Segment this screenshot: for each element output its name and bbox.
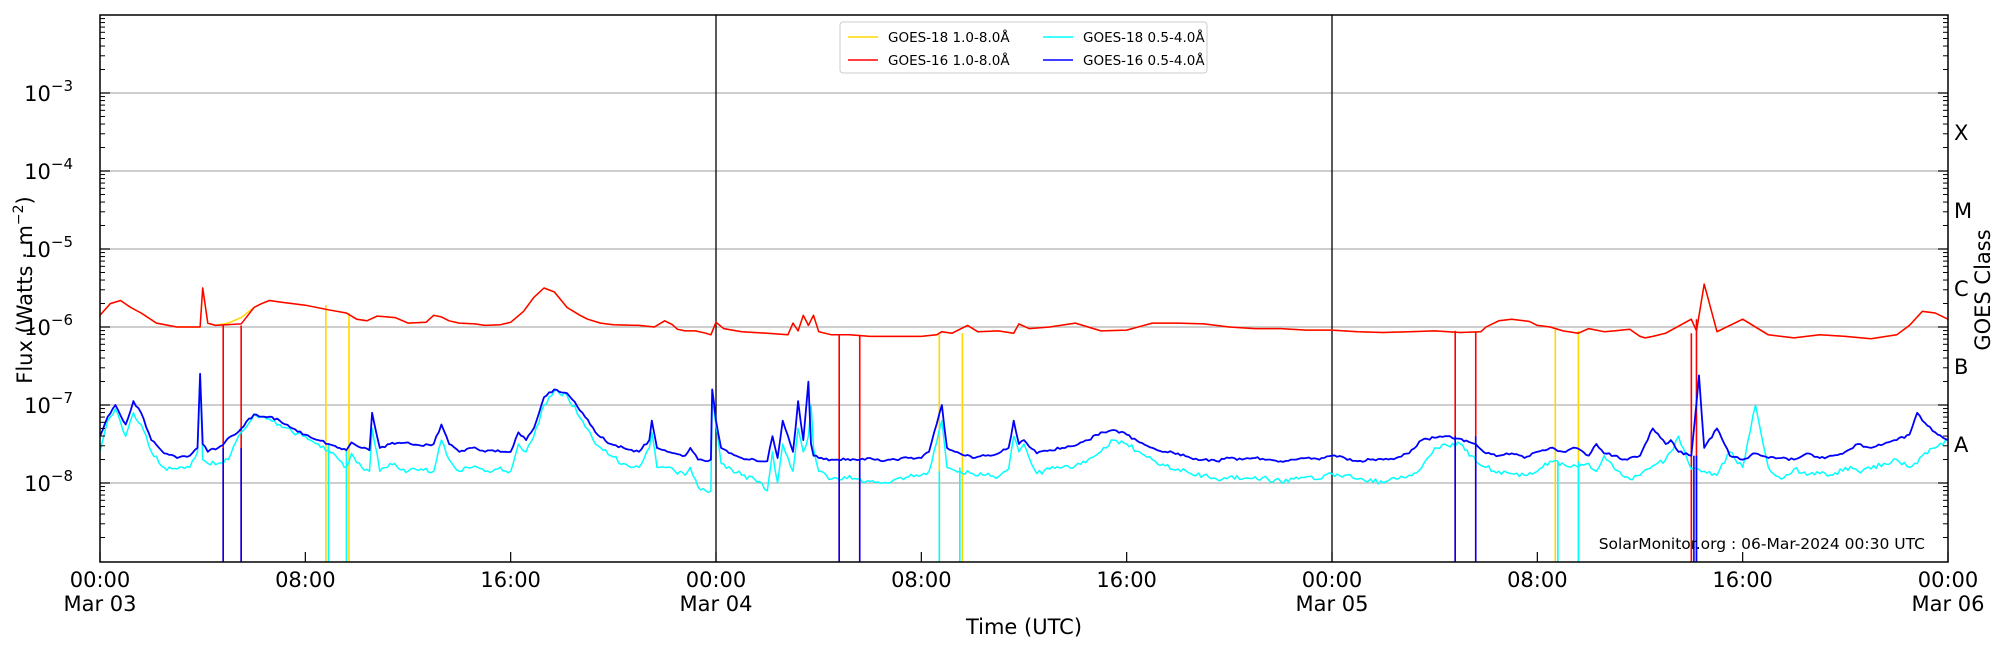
x-tick-time-label: 00:00 — [70, 568, 131, 592]
x-tick-time-label: 16:00 — [1712, 568, 1773, 592]
y-axis-right-ticks — [1938, 18, 1948, 539]
y-axis-title-exp: −2 — [11, 204, 27, 225]
y-tick-base: 10 — [24, 316, 51, 340]
gridlines — [100, 92, 1948, 484]
x-tick-date-label: Mar 03 — [63, 592, 136, 616]
series-line-goes18-short — [100, 376, 1948, 494]
y-tick-base: 10 — [24, 472, 51, 496]
legend-label-goes18-short: GOES-18 0.5-4.0Å — [1083, 29, 1205, 46]
y-tick-label: 10−6 — [24, 311, 73, 340]
x-tick-time-label: 08:00 — [891, 568, 952, 592]
y-tick-base: 10 — [24, 82, 51, 106]
series-line-goes16-short — [100, 372, 1948, 463]
day-boundary-lines — [715, 15, 1333, 562]
y-tick-base: 10 — [24, 394, 51, 418]
x-tick-time-label: 16:00 — [480, 568, 541, 592]
x-tick-time-label: 00:00 — [686, 568, 747, 592]
y-tick-exponent: −3 — [51, 77, 73, 95]
x-tick-time-label: 16:00 — [1096, 568, 1157, 592]
goes-class-labels: X M C B A — [1954, 121, 1972, 457]
legend: GOES-18 1.0-8.0Å GOES-16 1.0-8.0Å GOES-1… — [839, 21, 1208, 74]
y-axis-title: Flux (Watts · m−2) — [11, 196, 37, 384]
solarmonitor-timestamp-annotation: SolarMonitor.org : 06-Mar-2024 00:30 UTC — [1599, 535, 1925, 553]
goes-class-label-c: C — [1954, 277, 1969, 301]
y-tick-label: 10−5 — [24, 233, 73, 262]
y-axis-tick-labels: 10−310−410−510−610−710−8 — [24, 77, 73, 496]
y-tick-base: 10 — [24, 238, 51, 262]
x-axis-title: Time (UTC) — [965, 615, 1082, 639]
x-tick-time-label: 08:00 — [275, 568, 336, 592]
y-tick-base: 10 — [24, 160, 51, 184]
x-tick-time-label: 00:00 — [1302, 568, 1363, 592]
goes-class-label-b: B — [1954, 355, 1968, 379]
y-tick-label: 10−8 — [24, 467, 73, 496]
x-tick-date-label: Mar 06 — [1911, 592, 1984, 616]
x-tick-date-label: Mar 05 — [1295, 592, 1368, 616]
x-axis-ticks — [99, 552, 1949, 562]
y-tick-exponent: −5 — [51, 233, 73, 251]
y-tick-label: 10−3 — [24, 77, 73, 106]
series-line-goes16-long — [100, 283, 1948, 340]
y-tick-exponent: −4 — [51, 155, 73, 173]
goes-class-label-a: A — [1954, 433, 1969, 457]
y-tick-label: 10−4 — [24, 155, 73, 184]
goes-class-label-m: M — [1954, 199, 1972, 223]
y-tick-exponent: −6 — [51, 311, 73, 329]
x-tick-time-label: 00:00 — [1918, 568, 1979, 592]
axes-frame — [99, 14, 1949, 563]
y-axis-title-main: Flux (Watts · m — [13, 225, 37, 384]
y-tick-exponent: −8 — [51, 467, 73, 485]
y-tick-label: 10−7 — [24, 389, 73, 418]
legend-label-goes16-long: GOES-16 1.0-8.0Å — [888, 52, 1010, 69]
x-tick-date-label: Mar 04 — [679, 592, 752, 616]
y-axis-right-title: GOES Class — [1971, 229, 1995, 350]
legend-box — [839, 21, 1208, 74]
series-layer — [100, 283, 1948, 562]
y-axis-title-close: ) — [13, 196, 37, 204]
legend-label-goes16-short: GOES-16 0.5-4.0Å — [1083, 52, 1205, 69]
goes-class-label-x: X — [1954, 121, 1968, 145]
y-axis-left-ticks — [100, 18, 110, 539]
plot-area — [100, 15, 1948, 562]
legend-label-goes18-long: GOES-18 1.0-8.0Å — [888, 29, 1010, 46]
x-tick-time-label: 08:00 — [1507, 568, 1568, 592]
y-tick-exponent: −7 — [51, 389, 73, 407]
